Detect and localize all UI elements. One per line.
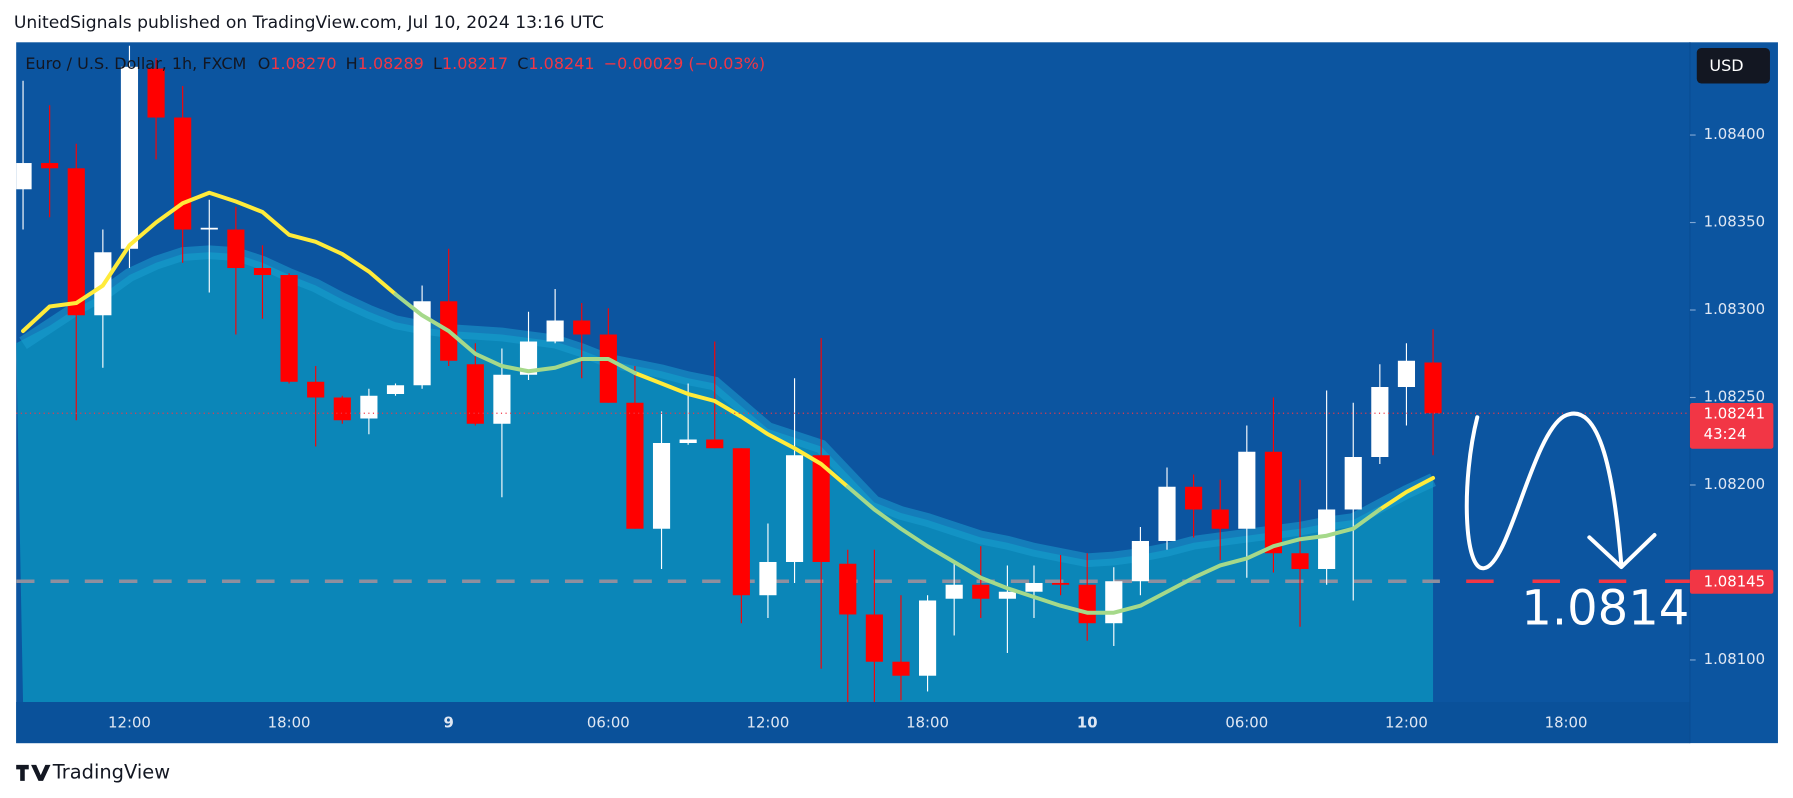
- candle-body: [1158, 486, 1176, 541]
- candle-body: [785, 455, 804, 562]
- candle-body: [1291, 553, 1309, 569]
- brand: TradingView: [52, 760, 170, 783]
- candle-body: [998, 591, 1016, 599]
- candle-body: [918, 600, 937, 676]
- candle-body: [759, 561, 777, 596]
- candle-body: [1025, 582, 1043, 592]
- x-tick-label: 10: [1077, 714, 1098, 732]
- x-tick-label: 12:00: [747, 714, 790, 732]
- candle-body: [386, 385, 405, 395]
- legend: Euro / U.S. Dollar, 1h, FXCM O1.08270 H1.0…: [25, 54, 765, 73]
- legend-key: H: [346, 54, 358, 73]
- currency-button[interactable]: [1696, 48, 1770, 84]
- candle-body: [706, 439, 724, 449]
- candle-body: [626, 402, 644, 529]
- currency-label[interactable]: USD: [1709, 56, 1743, 75]
- candle-body: [1211, 509, 1229, 529]
- candle-body: [1078, 584, 1096, 624]
- y-tick-label: 1.08350: [1704, 213, 1765, 231]
- candle-body: [413, 301, 431, 386]
- y-tick-label: 1.08200: [1704, 475, 1765, 493]
- candle-body: [519, 341, 538, 375]
- legend-key: L: [433, 54, 442, 73]
- legend-value: 1.08241: [528, 54, 594, 73]
- band-edge: [19, 245, 1436, 568]
- candle-body: [812, 455, 830, 562]
- x-tick-label: 12:00: [1385, 714, 1428, 732]
- candle-body: [1264, 451, 1282, 554]
- x-tick-label: 06:00: [587, 714, 630, 732]
- candle-body: [1105, 581, 1123, 624]
- candle-body: [1318, 509, 1336, 569]
- candle-body: [1052, 582, 1070, 585]
- candle-body: [493, 374, 511, 424]
- y-tick-label: 1.08100: [1704, 650, 1765, 668]
- symbol: Euro / U.S. Dollar, 1h, FXCM: [25, 54, 246, 73]
- x-tick-label: 06:00: [1225, 714, 1268, 732]
- candle-body: [892, 661, 910, 676]
- candle-body: [1238, 451, 1256, 529]
- candle-body: [679, 439, 697, 443]
- candle-body: [1185, 486, 1203, 510]
- candle-body: [360, 395, 378, 419]
- countdown: 43:24: [1704, 425, 1747, 443]
- annotation: 1.0814: [1521, 581, 1689, 637]
- candle-body: [573, 320, 591, 335]
- candle-body: [67, 168, 85, 316]
- level-box: [1689, 569, 1774, 594]
- legend-key: O: [258, 54, 271, 73]
- candle-body: [546, 320, 564, 342]
- x-tick-label: 9: [444, 714, 454, 732]
- y-tick-label: 1.08250: [1704, 388, 1765, 406]
- candle-body: [945, 584, 963, 599]
- y-tick-label: 1.08400: [1704, 125, 1765, 143]
- legend-value: 1.08217: [442, 54, 508, 73]
- drawn-arrow: [1464, 411, 1657, 571]
- y-tick-label: 1.08300: [1704, 300, 1765, 318]
- ma-line: [393, 292, 1382, 615]
- candle-body: [1131, 540, 1149, 582]
- candle-body: [147, 68, 165, 118]
- candle-body: [253, 268, 272, 276]
- change: −0.00029 (−0.03%): [604, 54, 765, 73]
- candle-body: [41, 163, 59, 169]
- legend-key: C: [517, 54, 528, 73]
- candle-body: [227, 229, 245, 269]
- candle-body: [1371, 387, 1389, 457]
- candle-body: [1397, 360, 1416, 388]
- candle-body: [1424, 362, 1442, 414]
- candle-body: [732, 448, 750, 596]
- brand-logo: [16, 764, 51, 781]
- x-tick-label: 18:00: [268, 714, 311, 732]
- candle-body: [652, 442, 671, 529]
- last-price-box: [1689, 402, 1774, 449]
- candle-body: [333, 397, 351, 421]
- last-price-label: 1.08241: [1704, 404, 1765, 422]
- overlay: 1.08100 1.08200 1.08250 1.08300 1.08350 1.084…: [108, 125, 1774, 732]
- candle-body: [839, 563, 857, 615]
- legend-value: 1.08270: [270, 54, 336, 73]
- level-label: 1.08145: [1704, 572, 1765, 590]
- publisher: UnitedSignals published on TradingView.c…: [14, 13, 604, 33]
- x-tick-label: 12:00: [108, 714, 151, 732]
- candle-body: [174, 117, 192, 230]
- candle-body: [466, 364, 484, 424]
- candle-body: [307, 381, 325, 398]
- candle-body: [865, 614, 883, 662]
- ma-line: [21, 190, 1436, 512]
- candle-body: [280, 275, 298, 382]
- candle-body: [972, 584, 990, 599]
- candle-body: [120, 66, 139, 249]
- legend-value: 1.08289: [358, 54, 424, 73]
- candle-body: [1344, 456, 1362, 510]
- time-axis: [16, 701, 1690, 744]
- candle-body: [200, 227, 218, 230]
- x-tick-label: 18:00: [906, 714, 949, 732]
- plot-area: [16, 45, 1690, 702]
- x-tick-label: 18:00: [1545, 714, 1588, 732]
- candle-body: [599, 334, 617, 403]
- candle-body: [16, 163, 32, 190]
